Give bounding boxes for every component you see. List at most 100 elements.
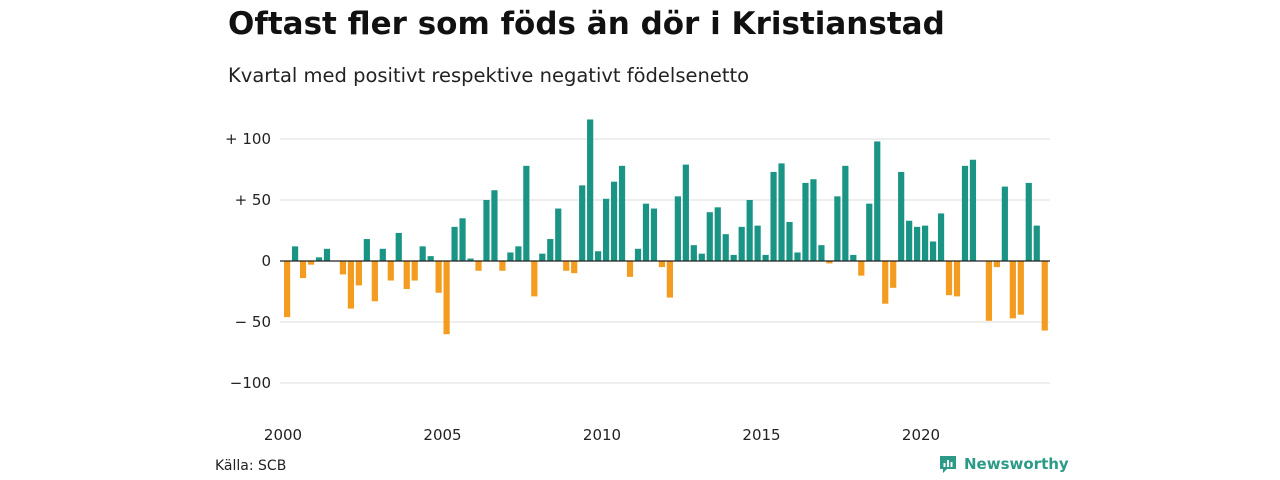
bar-2012-k3 <box>682 164 689 261</box>
bar-2004-k1 <box>411 261 418 281</box>
newsworthy-logo-icon <box>940 456 956 473</box>
bar-2007-k4 <box>531 261 538 297</box>
bar-2018-k2 <box>866 203 873 261</box>
bar-2005-k4 <box>467 258 474 261</box>
bar-2017-k4 <box>850 254 857 261</box>
bar-2011-k2 <box>642 203 650 261</box>
x-tick-label: 2005 <box>423 426 461 444</box>
bar-2002-k3 <box>363 239 370 261</box>
bar-2022-k4 <box>1009 261 1016 319</box>
bar-2008-k2 <box>547 239 554 261</box>
x-tick-label: 2015 <box>742 426 780 444</box>
bar-2002-k2 <box>355 261 362 286</box>
bar-2018-k3 <box>874 141 881 261</box>
bar-2011-k3 <box>650 208 658 261</box>
bar-2008-k3 <box>555 208 562 261</box>
x-tick-label: 2020 <box>902 426 940 444</box>
bar-2003-k4 <box>403 261 410 290</box>
bar-2010-k2 <box>610 181 618 261</box>
bar-2004-k2 <box>419 246 426 261</box>
bar-2014-k1 <box>730 254 737 261</box>
bar-2015-k1 <box>762 254 769 261</box>
bar-2000-k3 <box>299 261 307 279</box>
bar-2001-k4 <box>339 261 347 275</box>
bar-2009-k2 <box>579 185 586 261</box>
bar-2021-k1 <box>953 261 961 297</box>
bar-2001-k2 <box>323 248 331 261</box>
bar-2022-k1 <box>985 261 992 321</box>
bar-2019-k2 <box>898 171 905 261</box>
bar-2018-k1 <box>858 261 865 276</box>
bar-2012-k4 <box>690 245 697 261</box>
bar-2008-k1 <box>539 253 546 261</box>
bar-2010-k1 <box>603 198 610 261</box>
bar-2017-k3 <box>842 165 849 261</box>
bar-2020-k1 <box>922 225 929 261</box>
bar-2005-k1 <box>443 261 450 335</box>
bar-2023-k3 <box>1033 225 1040 261</box>
bar-2022-k2 <box>993 261 1000 268</box>
y-tick-label: 0 <box>261 252 271 270</box>
bar-chart: + 100 + 50 0 − 50 −100 2000 2005 2010 2015 2020 <box>225 119 1050 444</box>
x-tick-label: 2010 <box>583 426 621 444</box>
y-axis-ticks: + 100 + 50 0 − 50 −100 <box>225 130 271 392</box>
y-tick-label: − 50 <box>235 313 271 331</box>
bar-2002-k1 <box>347 261 354 309</box>
bar-2000-k4 <box>307 261 315 265</box>
bar-2019-k3 <box>906 220 913 261</box>
bar-2005-k3 <box>459 218 466 261</box>
bar-2013-k4 <box>722 234 729 261</box>
chart-subtitle: Kvartal med positivt respektive negativt… <box>228 64 750 87</box>
bar-2014-k2 <box>738 226 745 261</box>
brand-name: Newsworthy <box>964 455 1069 473</box>
bar-2007-k2 <box>515 246 522 261</box>
bar-2017-k1 <box>826 261 833 264</box>
bar-2012-k2 <box>674 196 681 261</box>
bar-2015-k2 <box>770 171 777 261</box>
bar-2020-k4 <box>945 261 953 296</box>
bar-2015-k4 <box>786 221 793 261</box>
bar-2019-k4 <box>914 226 921 261</box>
bar-2016-k1 <box>794 252 801 261</box>
bar-2018-k4 <box>882 261 889 304</box>
y-tick-label: + 100 <box>225 130 271 148</box>
bar-2016-k2 <box>802 182 809 261</box>
y-tick-label: + 50 <box>235 191 271 209</box>
bar-2020-k3 <box>937 213 945 261</box>
x-tick-label: 2000 <box>264 426 302 444</box>
bar-2019-k1 <box>890 261 897 288</box>
bar-2023-k1 <box>1017 261 1024 315</box>
y-tick-label: −100 <box>230 374 271 392</box>
source-note: Källa: SCB <box>215 458 287 474</box>
bar-2003-k1 <box>379 248 386 261</box>
bar-2016-k4 <box>818 245 825 261</box>
bar-2010-k4 <box>626 261 634 277</box>
bar-2000-k1 <box>284 261 291 318</box>
bar-2008-k4 <box>563 261 570 271</box>
bar-2022-k3 <box>1001 186 1008 261</box>
bar-2003-k3 <box>395 232 402 261</box>
bar-2016-k3 <box>810 179 817 261</box>
bar-2004-k4 <box>435 261 442 293</box>
bar-2006-k4 <box>499 261 506 271</box>
bar-2006-k1 <box>475 261 482 271</box>
bar-2009-k1 <box>571 261 578 274</box>
bar-2007-k1 <box>507 252 514 261</box>
brand-logo: Newsworthy <box>938 454 1069 474</box>
gridlines <box>280 138 1050 384</box>
bar-2013-k2 <box>706 212 713 261</box>
bar-2011-k1 <box>634 248 642 261</box>
bars <box>284 119 1048 335</box>
bar-2017-k2 <box>834 196 841 261</box>
bar-2014-k4 <box>754 225 761 261</box>
bar-2000-k2 <box>291 246 299 261</box>
bar-2009-k4 <box>595 251 602 261</box>
bar-2021-k3 <box>969 159 977 261</box>
bar-2005-k2 <box>451 226 458 261</box>
bar-2023-k2 <box>1025 182 1032 261</box>
bar-2013-k3 <box>714 207 721 261</box>
bar-2013-k1 <box>698 253 705 261</box>
bar-2014-k3 <box>746 200 753 261</box>
bar-2001-k1 <box>315 257 323 261</box>
bar-2021-k2 <box>961 165 969 261</box>
